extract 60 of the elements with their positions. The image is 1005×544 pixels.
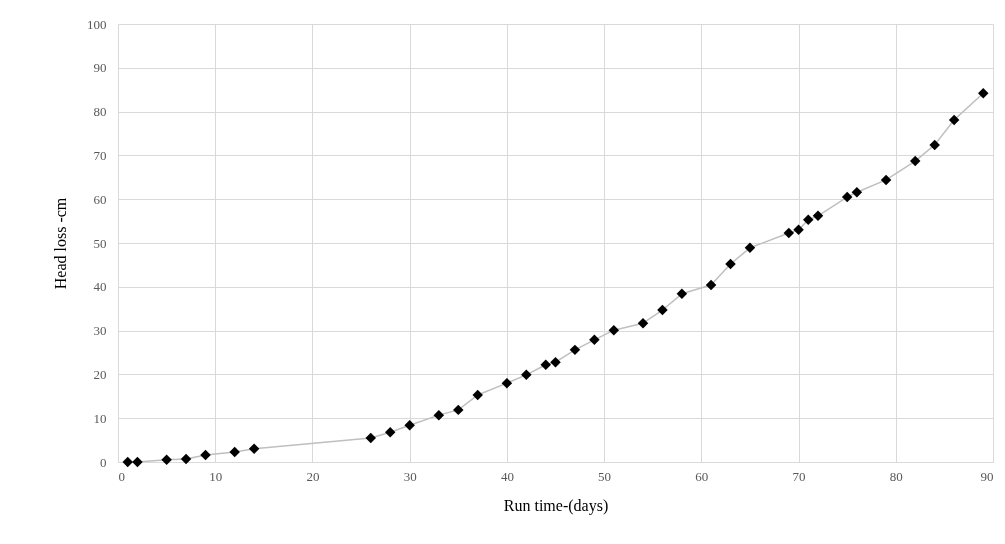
point bbox=[909, 155, 921, 167]
point bbox=[501, 377, 513, 389]
point bbox=[637, 317, 649, 329]
x-tick-label: 60 bbox=[695, 468, 709, 484]
point bbox=[608, 324, 620, 336]
x-tick-label: 80 bbox=[889, 468, 903, 484]
x-tick-label: 30 bbox=[403, 468, 417, 484]
point bbox=[841, 191, 853, 203]
point bbox=[744, 242, 756, 254]
x-tick-label: 90 bbox=[980, 468, 994, 484]
point bbox=[229, 446, 240, 458]
point bbox=[180, 453, 192, 465]
point bbox=[783, 227, 795, 239]
point bbox=[161, 454, 172, 466]
x-axis-title: Run time-(days) bbox=[503, 496, 609, 515]
point bbox=[550, 356, 561, 368]
point bbox=[540, 359, 552, 371]
y-tick-label: 100 bbox=[87, 16, 107, 32]
y-tick-label: 60 bbox=[93, 191, 107, 207]
point bbox=[851, 186, 863, 198]
point bbox=[453, 404, 464, 416]
y-tick-label: 80 bbox=[93, 104, 107, 120]
point bbox=[812, 210, 824, 222]
y-tick-label: 40 bbox=[93, 279, 107, 295]
x-tick-label: 40 bbox=[500, 468, 514, 484]
point bbox=[705, 279, 717, 291]
point bbox=[725, 258, 736, 270]
point bbox=[978, 87, 989, 99]
point bbox=[521, 369, 532, 381]
y-tick-label: 10 bbox=[93, 410, 107, 426]
point bbox=[404, 419, 415, 431]
point bbox=[122, 456, 133, 468]
point bbox=[803, 214, 814, 226]
y-tick-label: 0 bbox=[100, 454, 107, 470]
x-tick-label: 0 bbox=[118, 468, 125, 484]
point bbox=[132, 456, 143, 468]
y-tick-label: 20 bbox=[93, 366, 107, 382]
point bbox=[569, 344, 581, 356]
point bbox=[589, 334, 600, 346]
point bbox=[248, 443, 260, 455]
x-tick-label: 10 bbox=[209, 468, 223, 484]
x-tick-label: 70 bbox=[792, 468, 806, 484]
point bbox=[365, 432, 377, 444]
point bbox=[793, 224, 804, 236]
x-tick-label: 20 bbox=[306, 468, 320, 484]
point bbox=[433, 409, 445, 421]
y-tick-label: 50 bbox=[93, 235, 107, 251]
y-axis-title: Head loss -cm bbox=[52, 197, 69, 290]
point bbox=[676, 288, 688, 300]
y-tick-label: 70 bbox=[93, 147, 107, 163]
point bbox=[948, 114, 960, 126]
point bbox=[384, 426, 396, 438]
point bbox=[929, 139, 940, 151]
point bbox=[880, 174, 892, 186]
x-tick-label: 50 bbox=[598, 468, 612, 484]
y-tick-label: 30 bbox=[93, 323, 107, 339]
point bbox=[200, 449, 211, 461]
point bbox=[657, 304, 668, 316]
point bbox=[472, 389, 483, 401]
y-tick-label: 90 bbox=[93, 60, 107, 76]
